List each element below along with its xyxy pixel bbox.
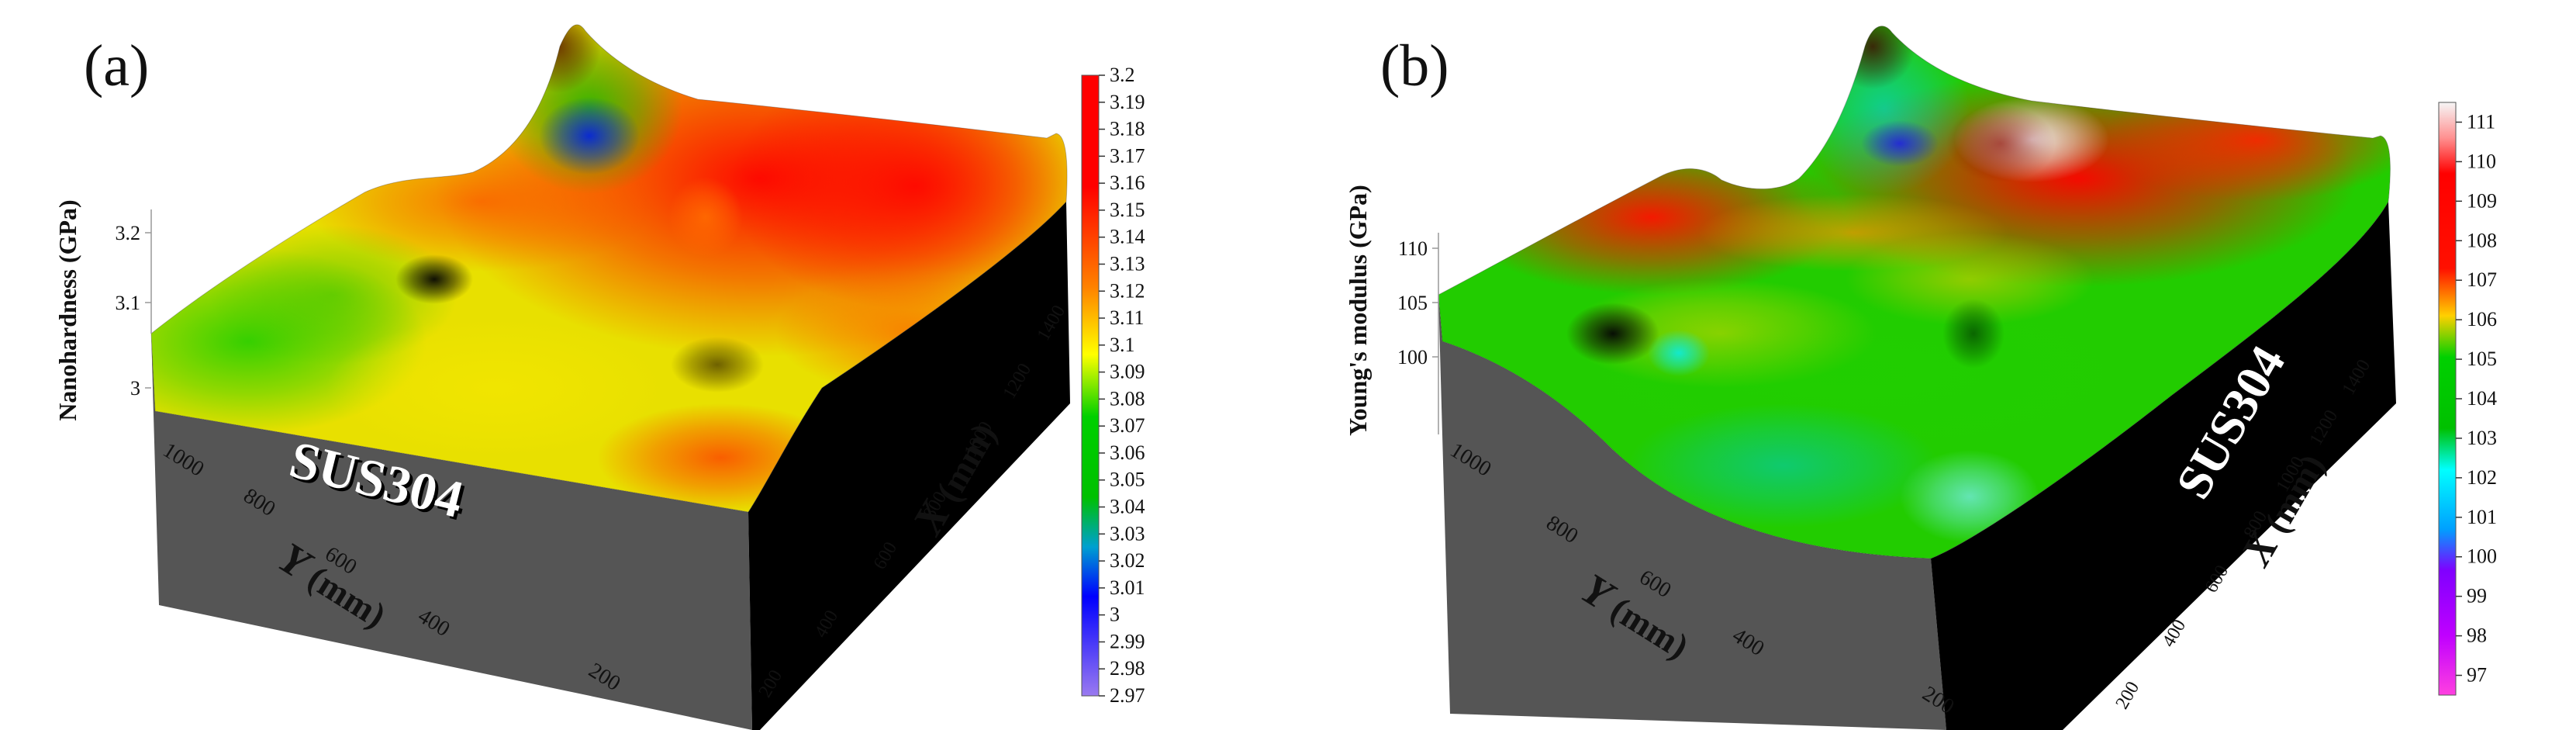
colorbar-tick-label: 101 [2467,506,2497,528]
colorbar-tick-label: 99 [2467,585,2487,607]
colorbar-tick-label: 2.97 [1110,684,1145,707]
colorbar-tick-label: 3.1 [1110,334,1135,356]
colorbar-tick-label: 110 [2467,150,2496,172]
colorbar-tick-label: 3.09 [1110,361,1145,383]
chart-panel-a: (a) 3 3.1 3.2 Nanohardness (GPa) 1000 800 600 4… [0,0,1287,730]
surface-shading [516,24,601,93]
z-axis-title: Young's modulus (GPa) [1344,185,1372,436]
colorbar-tick-label: 104 [2467,387,2497,410]
panel-label-a: (a) [84,33,150,99]
surface-shading [1946,105,2055,182]
colorbar-tick-label: 109 [2467,189,2497,212]
colorbar-gradient [1081,74,1100,697]
colorbar-tick-label: 103 [2467,427,2497,449]
colorbar-tick-label: 3.08 [1110,387,1145,410]
surface-shading [326,318,667,458]
box-front-face [151,334,752,730]
colorbar-tick-label: 2.98 [1110,657,1145,680]
surface-shading [1516,58,1594,112]
colorbar-tick-label: 111 [2467,110,2495,133]
surface-shading [668,177,743,258]
surface-shading [1628,403,1939,528]
surface-shading [1648,330,1710,376]
colorbar-tick-label: 2.99 [1110,630,1145,652]
chart-panel-b: (b) 100 105 110 Young's modulus (GPa) 1000 80… [1287,0,2576,730]
surface-shading [1830,26,1915,89]
z-axis-title: Nanohardness (GPa) [54,199,81,420]
colorbar-tick-label: 3.16 [1110,171,1145,194]
colorbar-tick-label: 3.17 [1110,144,1145,167]
z-tick-label: 3.1 [116,292,141,314]
colorbar-tick-label: 3.11 [1110,306,1145,329]
z-axis: 3 3.1 3.2 Nanohardness (GPa) [54,199,152,421]
surface-shading [1861,120,1939,167]
surface-shading [1942,299,2005,368]
colorbar-tick-label: 97 [2467,664,2487,687]
colorbar-tick-label: 102 [2467,466,2497,489]
colorbar-tick-label: 3.12 [1110,279,1145,302]
surface-shading [395,254,473,304]
colorbar-tick-label: 105 [2467,348,2497,370]
surface-top [151,24,1068,512]
colorbar-tick-label: 3.07 [1110,414,1145,437]
colorbar-tick-label: 3.04 [1110,496,1145,518]
surface-shading [209,225,458,365]
colorbar-tick-label: 106 [2467,308,2497,330]
colorbar-tick-label: 3.2 [1110,64,1135,86]
z-tick-label: 100 [1397,346,1428,368]
colorbar-tick-label: 3.05 [1110,469,1145,491]
panel-label-b: (b) [1380,33,1449,99]
colorbar-tick-label: 100 [2467,545,2497,568]
z-tick-label: 110 [1398,237,1428,260]
z-axis: 100 105 110 Young's modulus (GPa) [1344,185,1439,436]
x-tick-label: 200 [2112,678,2144,712]
colorbar-tick-label: 3 [1110,604,1120,626]
colorbar: 111 110 109 108 107 106 105 104 103 102 101 100 99 98… [2438,102,2497,696]
colorbar-tick-label: 3.01 [1110,576,1145,599]
colorbar-tick-label: 3.13 [1110,252,1145,275]
surface-shading [2101,78,2391,202]
z-tick-label: 3.2 [116,222,141,244]
surface-shading [671,337,764,393]
colorbar-tick-label: 107 [2467,268,2497,291]
colorbar-tick-label: 98 [2467,624,2487,647]
box-right-face [748,202,1070,730]
colorbar-tick-label: 3.03 [1110,522,1145,545]
colorbar-tick-label: 3.02 [1110,549,1145,572]
colorbar-tick-label: 3.18 [1110,118,1145,140]
surface-shading [1566,303,1659,365]
colorbar-tick-label: 108 [2467,229,2497,251]
colorbar-tick-label: 3.06 [1110,441,1145,464]
colorbar-tick-label: 3.14 [1110,226,1145,248]
box-right-face [1931,202,2396,730]
surface-shading [539,97,640,175]
colorbar: 3.23.193.183.173.163.153.143.133.123.113… [1081,64,1145,707]
box-front-face [1438,295,1946,730]
z-tick-label: 3 [130,377,140,400]
colorbar-tick-label: 3.19 [1110,91,1145,113]
z-tick-label: 105 [1397,292,1428,314]
colorbar-gradient [2438,102,2457,696]
colorbar-tick-label: 3.15 [1110,199,1145,221]
